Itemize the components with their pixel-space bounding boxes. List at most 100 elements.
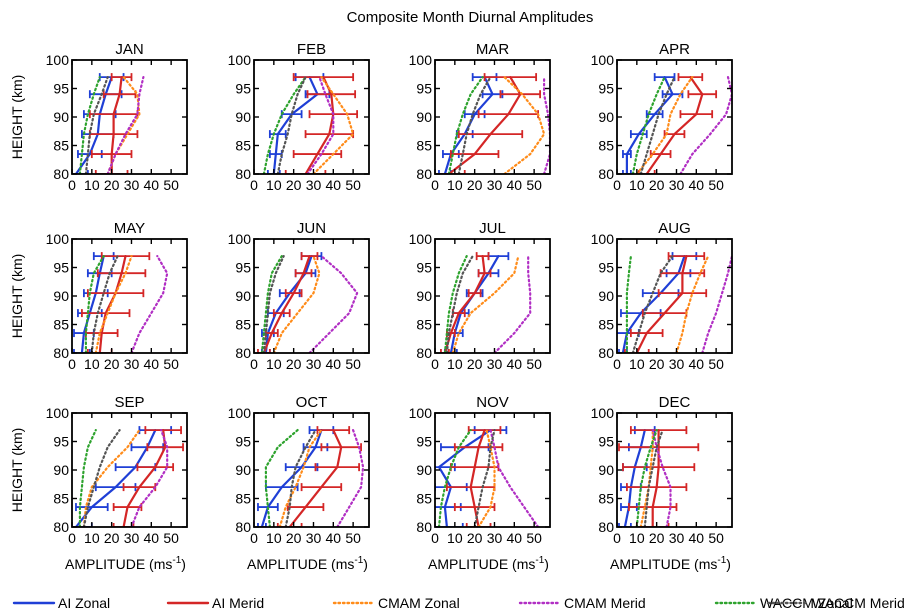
x-axis-label: AMPLITUDE (ms-1)	[247, 555, 368, 572]
y-tick-label: 80	[235, 519, 251, 535]
series-cmam-merid	[493, 255, 532, 353]
x-tick-label: 30	[669, 177, 685, 193]
series-ai-zonal	[80, 255, 105, 353]
series-waccm-merid	[445, 255, 474, 353]
y-tick-label: 90	[416, 288, 432, 304]
series-waccm-merid	[631, 255, 674, 353]
x-tick-label: 0	[613, 530, 621, 546]
x-tick-label: 50	[163, 177, 179, 193]
y-tick-label: 100	[591, 52, 615, 68]
y-tick-label: 95	[53, 81, 69, 97]
x-tick-label: 20	[649, 530, 665, 546]
series-waccm-zonal	[631, 75, 666, 174]
panel-title: SEP	[114, 394, 144, 411]
y-tick-label: 100	[46, 231, 70, 247]
x-tick-label: 10	[84, 177, 100, 193]
series-waccm-zonal	[78, 75, 101, 174]
legend-label: AI Merid	[212, 595, 264, 610]
x-tick-label: 50	[345, 177, 361, 193]
x-tick-label: 0	[68, 177, 76, 193]
legend-label: WACCM Merid	[812, 595, 905, 610]
plot-area	[617, 252, 732, 353]
error-bar	[122, 483, 157, 492]
y-tick-label: 95	[53, 434, 69, 450]
x-tick-label: 30	[669, 356, 685, 372]
y-tick-label: 95	[235, 434, 251, 450]
error-bar	[268, 130, 287, 139]
x-tick-label: 50	[345, 530, 361, 546]
error-bar	[629, 329, 664, 338]
x-tick-label: 50	[708, 530, 724, 546]
x-tick-label: 30	[487, 530, 503, 546]
y-tick-label: 90	[53, 462, 69, 478]
error-bar	[81, 309, 131, 318]
x-tick-label: 40	[507, 530, 523, 546]
error-bar	[475, 252, 490, 261]
x-tick-label: 10	[84, 356, 100, 372]
error-bar	[440, 349, 450, 353]
panel-title: DEC	[659, 394, 691, 411]
panel-title: MAR	[476, 41, 510, 58]
series-ai-merid	[651, 429, 660, 527]
error-bar	[653, 73, 676, 82]
error-bar	[637, 170, 656, 174]
y-tick-label: 85	[416, 138, 432, 154]
series-waccm-merid	[84, 75, 109, 174]
y-tick-label: 85	[53, 138, 69, 154]
series-cmam-zonal	[503, 75, 546, 174]
plot-area	[262, 73, 359, 174]
x-tick-label: 0	[431, 177, 439, 193]
error-bar	[316, 426, 351, 435]
y-tick-label: 100	[228, 405, 252, 421]
error-bar	[257, 523, 267, 527]
x-tick-label: 50	[163, 530, 179, 546]
series-waccm-zonal	[625, 255, 633, 353]
x-tick-label: 50	[526, 530, 542, 546]
y-tick-label: 90	[235, 109, 251, 125]
y-tick-label: 80	[598, 519, 614, 535]
x-tick-label: 40	[507, 356, 523, 372]
error-bar	[679, 110, 714, 119]
series-cmam-zonal	[312, 75, 355, 174]
x-tick-label: 30	[124, 177, 140, 193]
y-tick-label: 95	[416, 81, 432, 97]
series-cmam-zonal	[451, 255, 520, 353]
x-tick-label: 30	[487, 356, 503, 372]
series-ai-merid	[262, 255, 311, 353]
x-axis-label-sup: -1	[354, 555, 363, 566]
error-bar	[499, 90, 541, 99]
error-bar	[687, 90, 718, 99]
x-tick-label: 10	[266, 177, 282, 193]
series-cmam-merid	[130, 255, 169, 353]
series-waccm-merid	[643, 429, 664, 527]
y-tick-label: 80	[53, 345, 69, 361]
series-cmam-merid	[701, 255, 732, 353]
error-bar	[618, 349, 628, 353]
series-cmam-zonal	[675, 255, 710, 353]
y-axis-label: HEIGHT (km)	[9, 254, 25, 339]
x-tick-label: 10	[447, 530, 463, 546]
x-tick-label: 20	[104, 356, 120, 372]
series-waccm-zonal	[635, 429, 658, 527]
error-bar	[467, 289, 482, 298]
series-waccm-merid	[276, 75, 307, 174]
plot-area	[435, 73, 550, 174]
y-tick-label: 80	[598, 345, 614, 361]
plot-area	[435, 426, 540, 527]
series-ai-zonal	[437, 429, 492, 527]
y-tick-label: 80	[416, 519, 432, 535]
series-ai-zonal	[74, 75, 113, 174]
y-tick-label: 85	[416, 317, 432, 333]
x-tick-label: 20	[467, 530, 483, 546]
y-tick-label: 85	[598, 138, 614, 154]
error-bar	[435, 170, 466, 174]
legend-item-waccm-merid: WACCM Merid	[766, 595, 905, 610]
error-bar	[136, 463, 175, 472]
y-tick-label: 80	[416, 166, 432, 182]
x-tick-label: 30	[124, 356, 140, 372]
y-tick-label: 90	[235, 462, 251, 478]
y-tick-label: 85	[235, 317, 251, 333]
series-waccm-zonal	[84, 255, 105, 353]
panel-title: JAN	[115, 41, 143, 58]
x-tick-label: 0	[68, 530, 76, 546]
